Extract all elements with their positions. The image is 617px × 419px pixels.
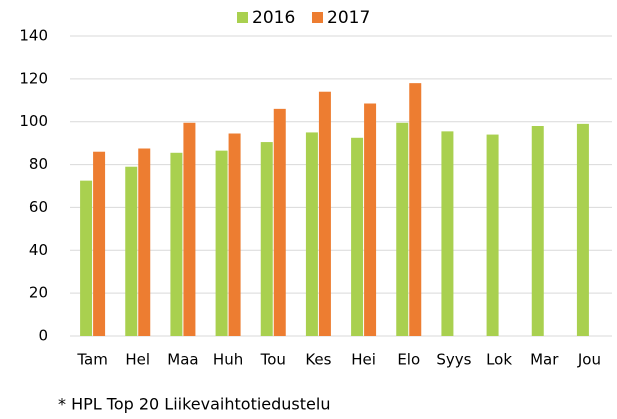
- bar: [486, 134, 499, 336]
- bar: [351, 137, 364, 336]
- x-tick-label: Kes: [305, 351, 331, 369]
- x-tick-label: Mar: [530, 351, 559, 369]
- x-tick-label: Hei: [351, 351, 376, 369]
- footnote: * HPL Top 20 Liikevaihtotiedustelu: [58, 395, 330, 414]
- bar: [260, 142, 273, 336]
- bar: [305, 132, 318, 336]
- x-tick-label: Tam: [76, 351, 107, 369]
- x-tick-label: Lok: [486, 351, 512, 369]
- bar: [183, 122, 196, 337]
- bar: [364, 103, 377, 336]
- bar: [170, 152, 183, 336]
- legend-swatch: [312, 12, 323, 23]
- bar: [441, 131, 454, 336]
- bar: [396, 122, 409, 337]
- y-tick-label: 140: [19, 27, 48, 45]
- y-tick-label: 100: [19, 112, 48, 130]
- legend-label: 2017: [327, 8, 370, 28]
- y-tick-label: 60: [29, 198, 48, 216]
- bar: [531, 126, 544, 336]
- bar: [409, 83, 422, 337]
- bar: [215, 150, 228, 336]
- x-tick-label: Elo: [397, 351, 420, 369]
- bar: [125, 166, 138, 336]
- x-tick-label: Huh: [213, 351, 243, 369]
- bar: [80, 180, 93, 336]
- x-tick-label: Jou: [577, 351, 601, 369]
- x-tick-label: Maa: [167, 351, 198, 369]
- y-tick-label: 40: [29, 241, 48, 259]
- y-tick-label: 120: [19, 69, 48, 87]
- x-tick-label: Tou: [260, 351, 286, 369]
- y-tick-label: 80: [29, 155, 48, 173]
- legend-label: 2016: [252, 8, 295, 28]
- bar: [228, 133, 241, 336]
- bar: [576, 123, 589, 336]
- bar: [93, 151, 106, 336]
- x-tick-label: Syys: [436, 351, 471, 369]
- y-tick-label: 0: [38, 327, 48, 345]
- y-tick-label: 20: [29, 284, 48, 302]
- bar: [138, 148, 151, 336]
- legend-swatch: [237, 12, 248, 23]
- x-tick-label: Hel: [125, 351, 150, 369]
- bar: [273, 108, 286, 336]
- bar: [318, 91, 331, 336]
